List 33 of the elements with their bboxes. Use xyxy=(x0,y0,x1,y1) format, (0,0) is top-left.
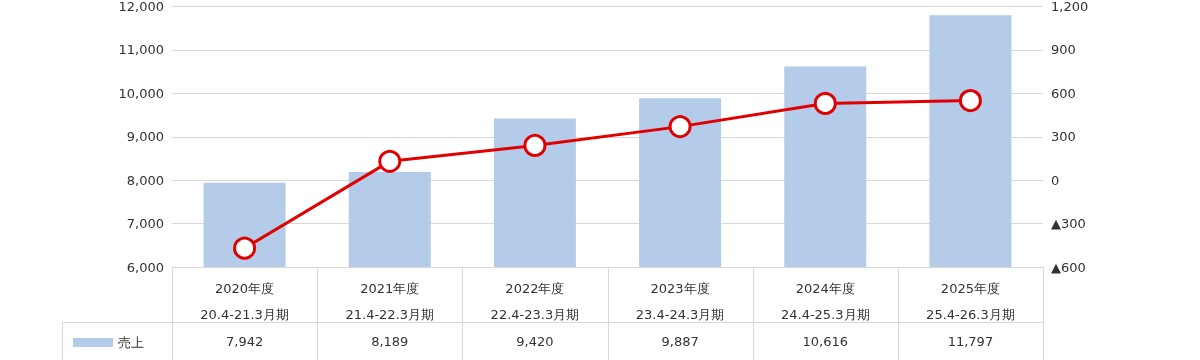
x-tick-label: 2022年度 22.4-23.3月期 xyxy=(490,280,580,322)
data-label: 9,420 xyxy=(516,333,554,349)
x-tick-label: 2025年度 25.4-26.3月期 xyxy=(926,280,1015,322)
y-tick-label: 11,000 xyxy=(118,42,164,58)
data-label: 7,942 xyxy=(225,333,264,349)
y-tick-label: 8,000 xyxy=(126,172,164,188)
x-tick-label: 2024年度 24.4-25.3月期 xyxy=(780,280,870,322)
y-tick-label: 12,000 xyxy=(118,0,164,14)
point xyxy=(523,133,547,157)
data-label: 11,797 xyxy=(947,333,994,349)
y2-tick-label: 1,200 xyxy=(1051,0,1089,14)
legend-label: 売上 xyxy=(118,335,144,350)
point xyxy=(378,149,402,173)
data-label: 9,887 xyxy=(661,333,699,349)
y2-tick-label: 900 xyxy=(1051,42,1076,58)
y2-tick-label: 0 xyxy=(1051,172,1060,188)
y2-tick-label: 600 xyxy=(1051,85,1076,101)
point xyxy=(233,236,257,260)
y-tick-label: 6,000 xyxy=(126,259,164,275)
point xyxy=(958,89,982,113)
x-tick-label: 2020年度 20.4-21.3月期 xyxy=(200,280,289,322)
y2-tick-label: ▲300 xyxy=(1051,216,1086,232)
point xyxy=(668,115,692,139)
x-tick-label: 2021年度 21.4-22.3月期 xyxy=(345,280,435,322)
data-label: 8,189 xyxy=(371,333,409,349)
data-label: 10,616 xyxy=(802,333,848,349)
y2-tick-label: 300 xyxy=(1051,129,1076,145)
y2-tick-label: ▲600 xyxy=(1051,259,1086,275)
y-tick-label: 10,000 xyxy=(118,85,164,101)
point xyxy=(813,91,837,115)
x-tick-label: 2023年度 23.4-24.3月期 xyxy=(635,280,725,322)
y-tick-label: 7,000 xyxy=(126,216,164,232)
y-tick-label: 9,000 xyxy=(126,129,164,145)
